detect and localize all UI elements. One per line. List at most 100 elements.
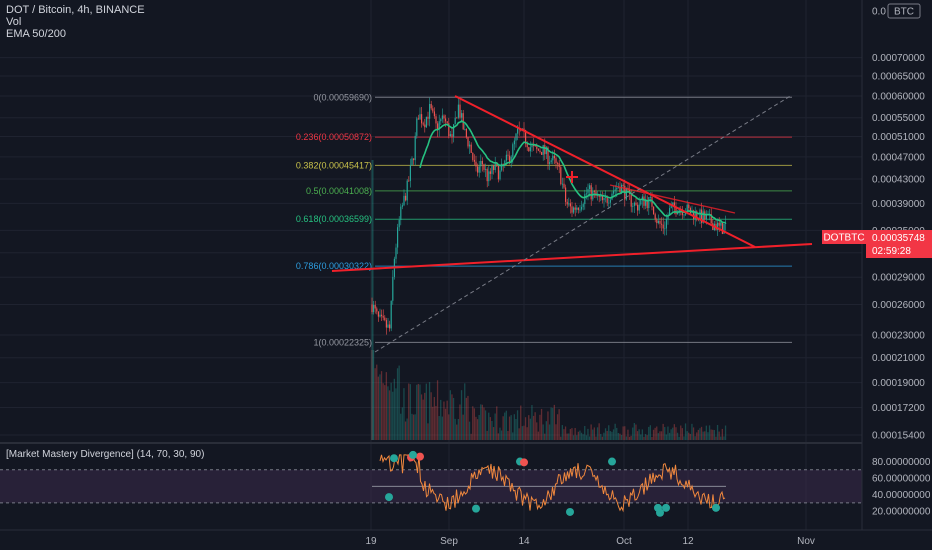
volume-bar — [558, 409, 560, 440]
volume-bar — [595, 436, 597, 440]
candle-body — [584, 194, 586, 205]
divergence-marker — [656, 508, 664, 517]
candle-body — [405, 195, 407, 201]
ema-label: EMA 50/200 — [6, 28, 66, 40]
candle-body — [648, 197, 650, 209]
volume-bar — [408, 383, 410, 440]
volume-bar — [606, 430, 608, 440]
candle-body — [662, 224, 664, 229]
volume-bar — [478, 415, 480, 440]
volume-bar — [707, 432, 709, 440]
fib-trend-dashed-line[interactable] — [374, 94, 793, 353]
volume-bar — [465, 397, 467, 440]
volume-bar — [667, 426, 669, 440]
time-tick-label: 14 — [518, 536, 530, 547]
volume-bar — [400, 413, 402, 440]
candle-body — [523, 128, 525, 131]
volume-bar — [716, 424, 719, 440]
volume-bar — [620, 435, 623, 440]
indicator-title[interactable]: [Market Mastery Divergence] (14, 70, 30,… — [6, 449, 205, 460]
volume-bar — [656, 426, 658, 440]
volume-bar — [720, 436, 722, 440]
candle-body — [419, 114, 421, 120]
volume-bar — [518, 428, 520, 440]
candle-body — [557, 163, 559, 164]
candle-body — [657, 220, 659, 224]
volume-bar — [612, 429, 615, 440]
volume-bar — [502, 416, 504, 440]
price-tick-label: 0.00029000 — [872, 273, 925, 284]
volume-bar — [374, 368, 376, 440]
chart-legend[interactable]: DOT / Bitcoin, 4h, BINANCE Vol EMA 50/20… — [6, 4, 145, 40]
trendline-drawings[interactable] — [331, 94, 813, 353]
candle-body — [609, 199, 611, 203]
candle-body — [483, 164, 485, 170]
price-tick-label: 0.00026000 — [872, 300, 925, 311]
volume-bar — [596, 427, 599, 440]
indicator-axis[interactable]: 80.00000000 60.00000000 40.00000000 20.0000… — [872, 457, 931, 518]
currency-badge[interactable]: BTC — [887, 3, 921, 19]
price-tick-label: 0.00070000 — [872, 53, 925, 64]
volume-bar — [401, 407, 403, 440]
descending-trendline[interactable] — [454, 95, 756, 248]
candle-body — [513, 140, 515, 145]
candle-body — [406, 180, 408, 201]
candle-body — [640, 200, 642, 205]
candle-body — [382, 316, 384, 318]
volume-bar — [662, 423, 664, 440]
volume-bar — [417, 383, 419, 440]
volume-bar — [424, 392, 426, 440]
volume-bar — [566, 433, 568, 440]
volume-bar — [644, 434, 647, 440]
volume-bar — [376, 364, 378, 440]
candle-body — [430, 103, 432, 109]
volume-bar — [504, 412, 506, 440]
candle-body — [561, 183, 563, 185]
candle-body — [630, 193, 632, 207]
volume-bar — [441, 416, 443, 440]
volume-bar — [372, 350, 375, 440]
candle-body — [635, 202, 637, 205]
volume-bar — [452, 397, 455, 440]
volume-bar — [473, 408, 475, 440]
volume-bar — [678, 436, 680, 440]
volume-bar — [704, 431, 706, 440]
volume-bar — [684, 423, 687, 440]
candle-body — [566, 201, 568, 205]
volume-bar — [609, 431, 611, 440]
volume-bars — [371, 160, 727, 440]
candle-body — [390, 300, 392, 329]
volume-bar — [380, 371, 383, 440]
divergence-marker — [608, 457, 616, 466]
candle-body — [379, 314, 381, 317]
candle-body — [401, 205, 403, 207]
volume-bar — [544, 433, 546, 440]
volume-bar — [619, 433, 621, 440]
candle-body — [509, 155, 511, 163]
ascending-support-line[interactable] — [331, 243, 813, 272]
candle-body — [717, 222, 719, 230]
candle-body — [488, 171, 490, 182]
candle-body — [581, 206, 583, 210]
candle-body — [696, 211, 698, 219]
time-axis[interactable]: 19 Sep 14 Oct 12 Nov — [365, 536, 814, 547]
time-tick-label: Nov — [797, 536, 815, 547]
candle-body — [563, 183, 565, 188]
symbol-tag[interactable]: DOTBTC — [822, 230, 866, 244]
candle-body — [545, 147, 547, 155]
volume-bar — [531, 405, 533, 440]
volume-bar — [542, 424, 544, 440]
candle-body — [417, 118, 419, 120]
volume-bar — [694, 436, 696, 440]
candle-body — [721, 222, 723, 234]
candle-body — [571, 206, 573, 213]
volume-bar — [468, 421, 471, 440]
candle-body — [377, 311, 379, 317]
fibonacci-retracement[interactable]: 0(0.00059690) 0.236(0.00050872) 0.382(0.00… — [296, 92, 792, 347]
volume-bar — [692, 427, 695, 440]
candle-body — [667, 215, 669, 219]
candle-body — [448, 123, 450, 137]
volume-bar — [432, 406, 434, 440]
candle-body — [542, 145, 544, 155]
